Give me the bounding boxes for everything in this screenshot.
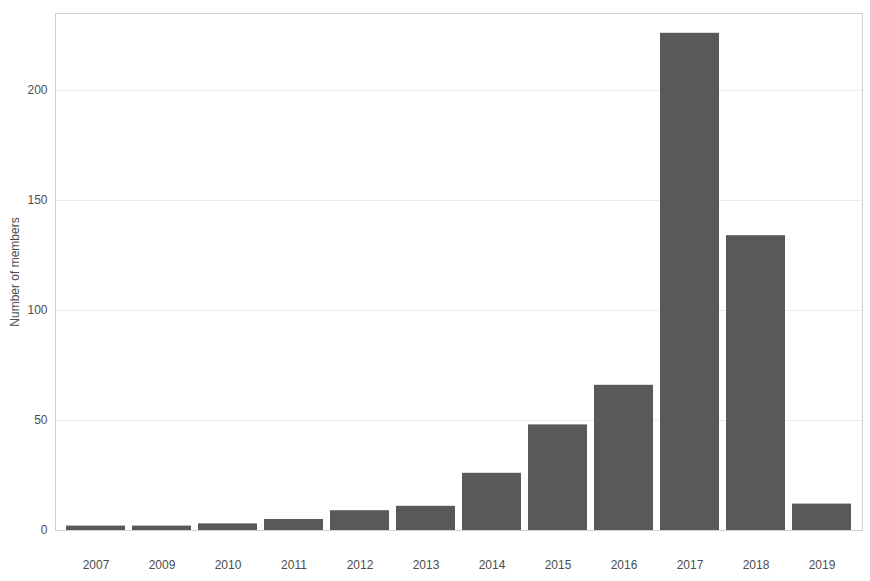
svg-text:2014: 2014 <box>479 558 506 572</box>
svg-text:2011: 2011 <box>281 558 307 572</box>
svg-text:50: 50 <box>34 413 48 427</box>
svg-text:Number of members: Number of members <box>8 217 22 326</box>
svg-text:2017: 2017 <box>677 558 704 572</box>
svg-text:2019: 2019 <box>809 558 836 572</box>
svg-text:2010: 2010 <box>215 558 242 572</box>
svg-text:2013: 2013 <box>413 558 440 572</box>
svg-text:2009: 2009 <box>149 558 176 572</box>
svg-text:0: 0 <box>41 523 48 537</box>
svg-text:200: 200 <box>27 83 47 97</box>
svg-text:100: 100 <box>27 303 47 317</box>
svg-text:2007: 2007 <box>83 558 110 572</box>
svg-text:150: 150 <box>27 193 47 207</box>
svg-text:2015: 2015 <box>545 558 572 572</box>
svg-text:2016: 2016 <box>611 558 638 572</box>
svg-text:2018: 2018 <box>743 558 770 572</box>
svg-text:2012: 2012 <box>347 558 374 572</box>
